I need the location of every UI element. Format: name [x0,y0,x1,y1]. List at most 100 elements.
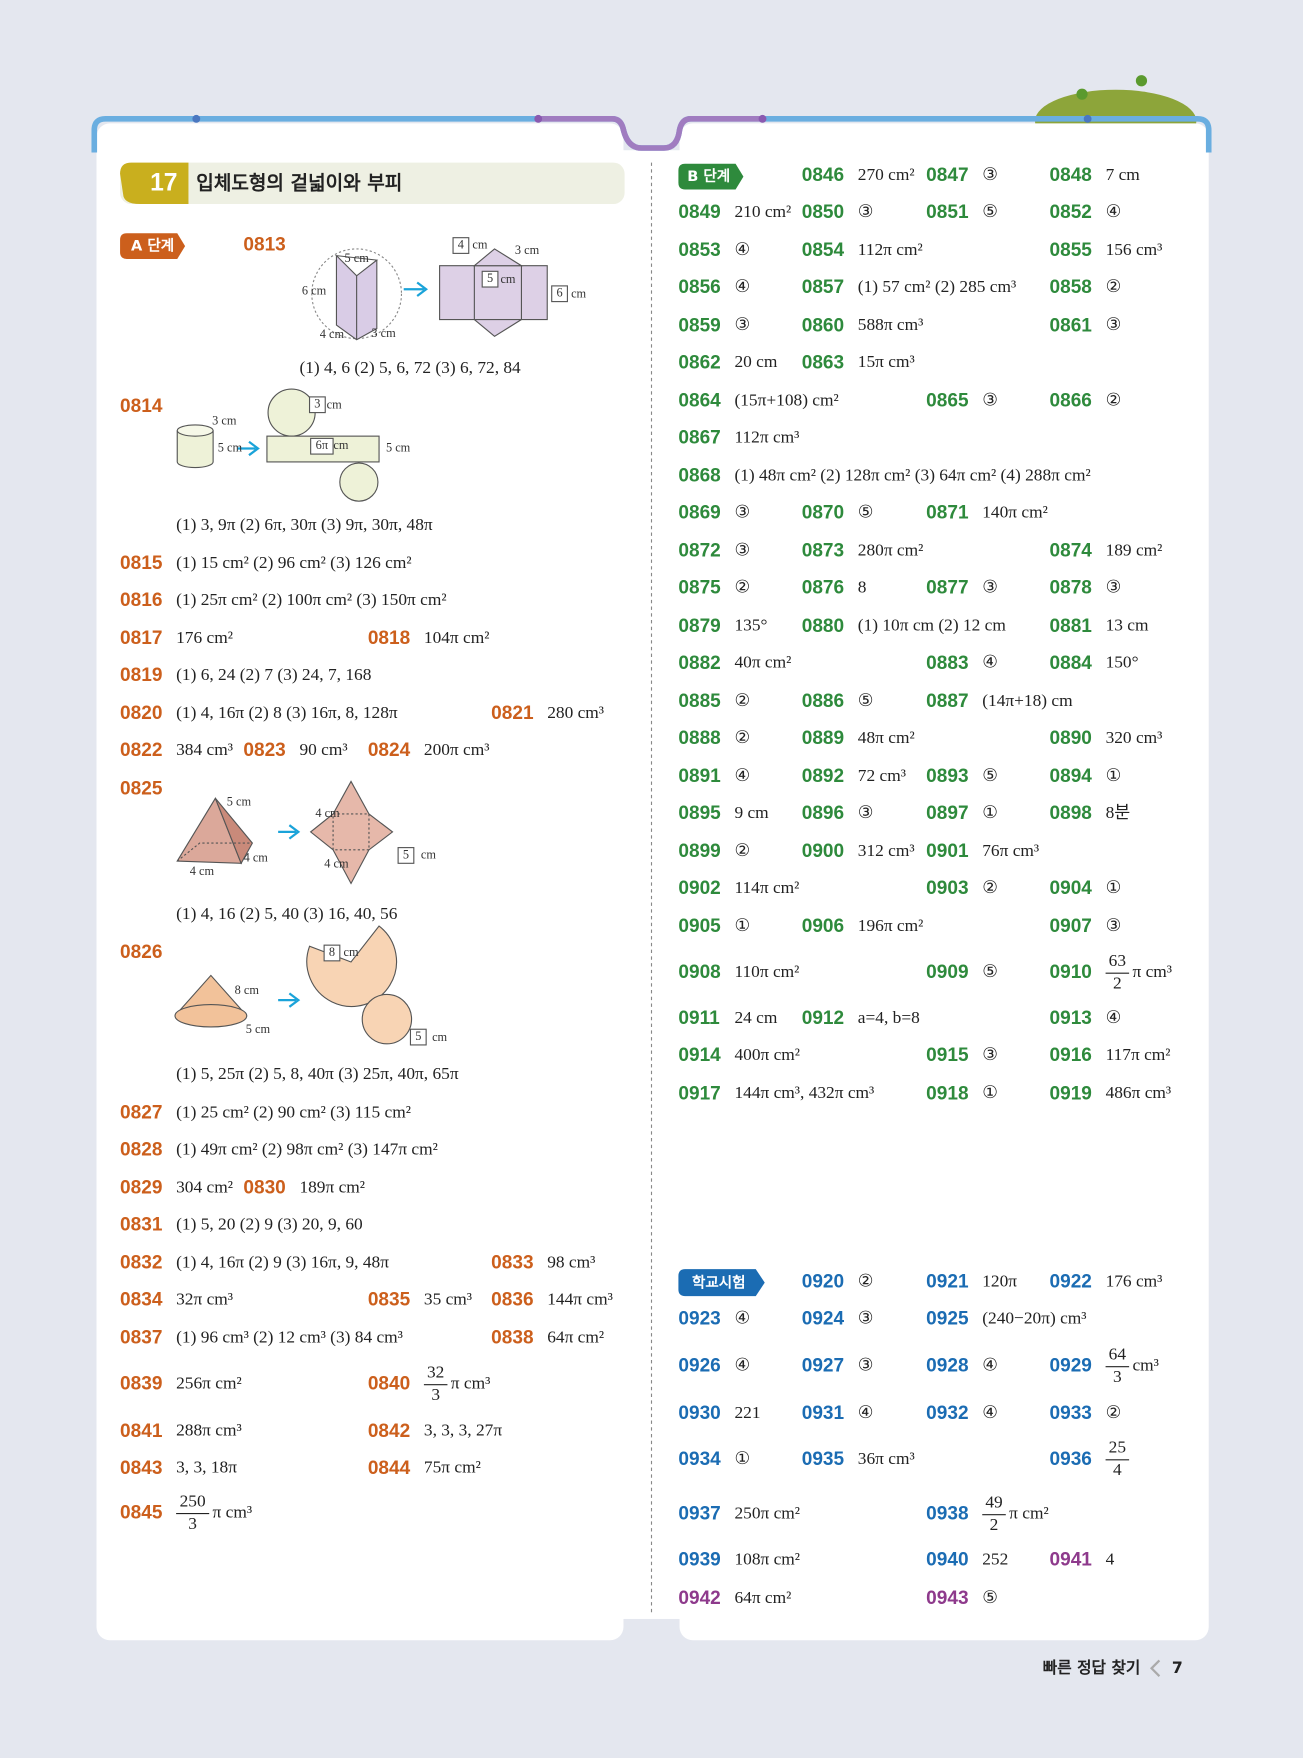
answer: 3, 3, 3, 27π [424,1421,502,1440]
question-number: 0885 [678,691,721,712]
fraction-numerator: 25 [1109,1438,1126,1457]
answer: 270 cm² [858,165,915,184]
question-number: 0833 [491,1253,533,1274]
answer: (1) 57 cm² (2) 285 cm³ [858,277,1016,296]
question-number: 0936 [1050,1449,1092,1470]
answer: 196π cm² [858,916,924,935]
answer: 108π cm² [734,1550,800,1569]
figure-label: 4 cm [244,851,269,865]
question-number: 0919 [1050,1083,1092,1104]
question-number: 0904 [1050,878,1093,899]
question-number: 0910 [1050,962,1092,983]
question-number: 0923 [678,1309,720,1330]
question-number: 0826 [120,942,162,963]
question-number: 0930 [678,1403,720,1424]
question-number: 0901 [926,841,969,862]
answer: 114π cm² [734,878,799,897]
question-number: 0915 [926,1045,969,1066]
dot [758,114,767,123]
answer: ⑤ [982,766,998,785]
answer: 104π cm² [424,628,490,647]
answer: 75π cm² [424,1458,481,1477]
question-number: 0905 [678,916,721,937]
badge-school [678,1269,765,1297]
question-number: 0922 [1050,1272,1092,1293]
question-number: 0938 [926,1504,968,1525]
answer: ② [858,1272,874,1291]
chapter-number: 17 [150,169,177,196]
question-number: 0823 [243,740,285,761]
answer-unit: π cm³ [1132,962,1172,981]
answer: 189π cm² [299,1177,365,1196]
answer: ⑤ [858,502,874,521]
answer: 35 cm³ [424,1290,472,1309]
question-number: 0913 [1050,1008,1092,1029]
question-number: 0902 [678,878,720,899]
question-number: 0861 [1050,315,1093,336]
answer: ② [1106,277,1122,296]
answer: 24 cm [734,1008,777,1027]
answer: 120π [982,1272,1017,1291]
answer: ⑤ [982,202,998,221]
answer: 3, 3, 18π [176,1458,237,1477]
question-number: 0918 [926,1083,968,1104]
figure-label: 3 cm [212,413,237,427]
answer: 400π cm² [734,1045,800,1064]
question-number: 0847 [926,165,968,186]
answer: ② [1106,390,1122,409]
answer: 90 cm³ [299,740,347,759]
question-number: 0820 [120,703,162,724]
dot [1083,114,1092,123]
question-number: 0931 [802,1403,845,1424]
answer: 64π cm² [734,1588,791,1607]
figure-pyramid [176,780,415,885]
answer: 176 cm³ [1106,1272,1163,1291]
question-number: 0837 [120,1328,162,1349]
question-number: 0867 [678,427,720,448]
question-number: 0926 [678,1356,720,1377]
fraction-numerator: 63 [1109,951,1126,970]
question-number: 0875 [678,578,721,599]
page-number: 7 [1172,1658,1183,1677]
question-number: 0907 [1050,916,1092,937]
answer: (1) 5, 25π (2) 5, 8, 40π (3) 25π, 40π, 6… [176,1064,459,1083]
badge-a [120,233,186,259]
question-number: 0856 [678,277,720,298]
answer: ③ [858,1309,874,1328]
figure-label: 5 cm [218,440,243,454]
question-number: 0888 [678,728,720,749]
answer: 304 cm² [176,1177,233,1196]
question-number: 0857 [802,277,844,298]
answer: 486π cm³ [1106,1083,1172,1102]
question-number: 0821 [491,703,534,724]
question-number: 0835 [368,1290,411,1311]
answer: (1) 48π cm² (2) 128π cm² (3) 64π cm² (4)… [734,465,1090,484]
question-number: 0912 [802,1008,844,1029]
question-number: 0838 [491,1328,533,1349]
answer: 36π cm³ [858,1449,915,1468]
answer: 8분 [1106,803,1131,822]
answer: 9 cm [734,803,769,822]
question-number: 0897 [926,803,968,824]
question-number: 0828 [120,1139,162,1160]
answer: ④ [982,653,998,672]
figure-label: 4 cm [315,806,340,820]
answer: ③ [858,803,874,822]
question-number: 0882 [678,653,720,674]
answer: (1) 3, 9π (2) 6π, 30π (3) 9π, 30π, 48π [176,515,433,534]
question-number: 0889 [802,728,844,749]
answer: 40π cm² [734,653,791,672]
answer: ① [982,1083,998,1102]
question-number: 0852 [1050,202,1092,223]
answer: 176 cm² [176,628,233,647]
answer: 32π cm³ [176,1290,233,1309]
question-number: 0896 [802,803,844,824]
answer: 98 cm³ [547,1253,595,1272]
answer: (1) 4, 6 (2) 5, 6, 72 (3) 6, 72, 84 [299,358,521,377]
answer-unit: π cm² [1009,1504,1049,1523]
answer: ① [1106,766,1122,785]
answer: 280 cm³ [547,703,604,722]
question-number: 0894 [1050,766,1093,787]
question-number: 0940 [926,1550,968,1571]
